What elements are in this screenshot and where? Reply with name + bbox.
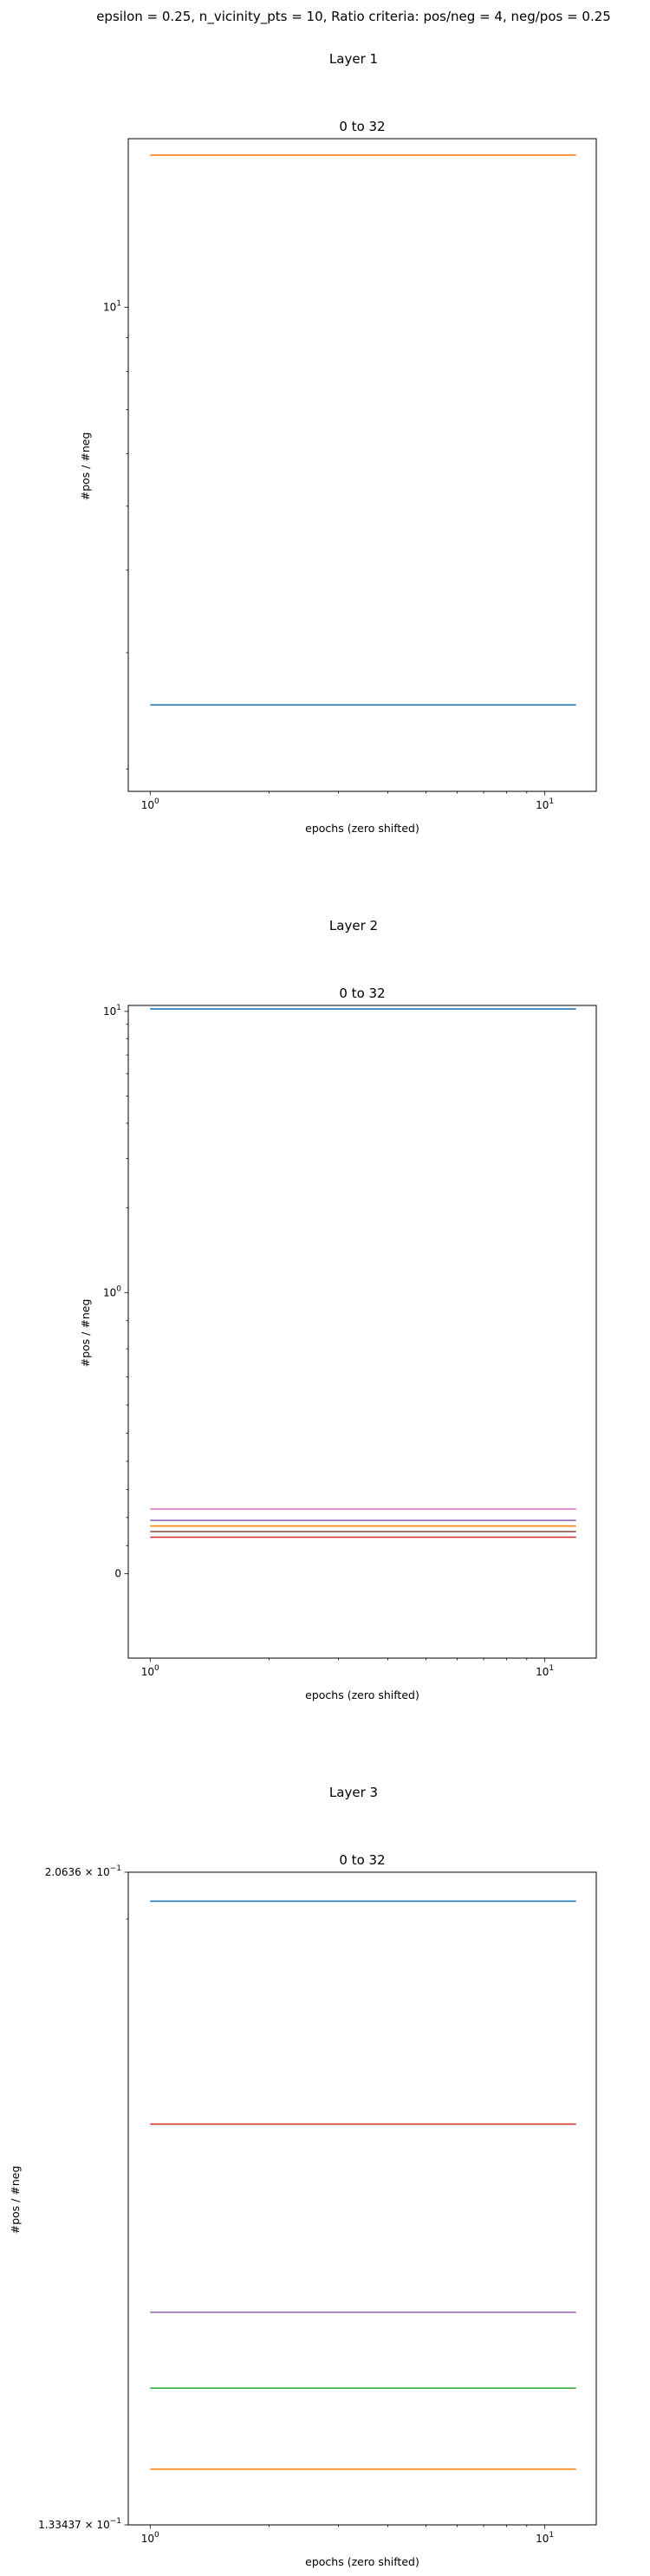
figure-suptitle: epsilon = 0.25, n_vicinity_pts = 10, Rat… xyxy=(96,9,611,25)
layer-3-axes-frame xyxy=(127,1871,597,2526)
x-tick-label-1: 100 xyxy=(141,2531,159,2545)
layer-1-ylabel: #pos / #neg xyxy=(79,433,92,501)
layer-3-xlabel: epochs (zero shifted) xyxy=(305,2555,419,2568)
y-tick-label-10: 101 xyxy=(103,300,121,314)
x-tick-label-10: 101 xyxy=(536,2531,554,2545)
x-tick-label-1: 100 xyxy=(141,797,159,811)
y-tick-label-0: 0 xyxy=(114,1568,121,1580)
layer-2-title: Layer 2 xyxy=(329,918,378,933)
chart-layer-1: Layer 1 0 to 32 epochs (zero shifted) #p… xyxy=(79,51,597,835)
x-tick-label-10: 101 xyxy=(536,1664,554,1678)
layer-2-plot-title: 0 to 32 xyxy=(339,986,385,1001)
layer-1-axes-frame xyxy=(127,138,597,792)
layer-3-plot-title: 0 to 32 xyxy=(339,1852,385,1868)
layer-2-xlabel: epochs (zero shifted) xyxy=(305,1688,419,1701)
layer-1-marks: 100 101 101 xyxy=(103,154,576,811)
y-tick-label-0.133: 1.33437 × 10−1 xyxy=(38,2517,121,2531)
x-tick-label-1: 100 xyxy=(141,1664,159,1678)
layer-2-axes-frame xyxy=(127,1005,597,1659)
layer-3-title: Layer 3 xyxy=(329,1785,378,1800)
chart-layer-2: Layer 2 0 to 32 epochs (zero shifted) #p… xyxy=(79,918,597,1701)
y-tick-label-0.206: 2.0636 × 10−1 xyxy=(45,1864,121,1878)
layer-2-marks: 100 101 0 100 101 xyxy=(103,1004,576,1678)
y-tick-label-10: 101 xyxy=(103,1004,121,1018)
layer-1-title: Layer 1 xyxy=(329,51,378,67)
layer-2-ylabel: #pos / #neg xyxy=(79,1299,92,1368)
x-tick-label-10: 101 xyxy=(536,797,554,811)
layer-3-marks: 100 101 2.0636 × 10−1 1.33437 × 10−1 xyxy=(38,1864,576,2545)
layer-3-ylabel: #pos / #neg xyxy=(9,2166,22,2234)
y-tick-label-1: 100 xyxy=(103,1285,121,1298)
layer-1-xlabel: epochs (zero shifted) xyxy=(305,822,419,835)
chart-layer-3: Layer 3 0 to 32 epochs (zero shifted) #p… xyxy=(9,1785,597,2568)
layer-1-plot-title: 0 to 32 xyxy=(339,119,385,134)
